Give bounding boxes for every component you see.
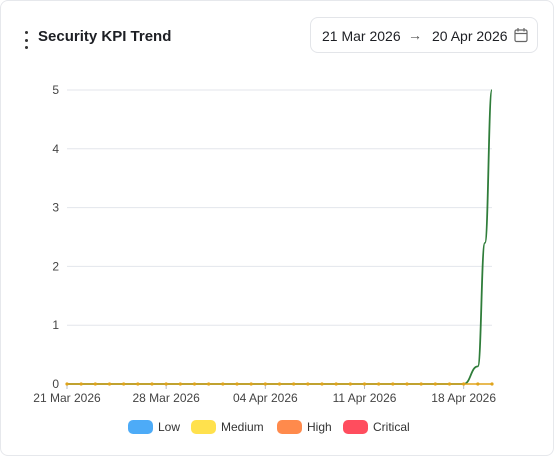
legend-item-low[interactable]: Low [128,419,180,435]
date-range-picker[interactable]: 21 Mar 2026 → 20 Apr 2026 [310,17,538,53]
series-point [476,382,480,386]
y-tick-label: 2 [52,259,59,273]
kpi-trend-chart: 0 1 2 3 4 5 21 Mar 2026 28 Mar 2026 04 Apr 2026 1… [33,83,496,405]
x-tick-label: 11 Apr 2026 [333,391,397,405]
series-point [433,382,437,386]
chart-legend: Low Medium High Critical [1,419,556,435]
series-point [462,382,466,386]
series-point [348,382,352,386]
series-point [419,382,423,386]
legend-label: Critical [373,420,410,434]
series-point [150,382,154,386]
series-point [207,382,211,386]
x-tick-label: 28 Mar 2026 [132,391,200,405]
series-point [490,382,494,386]
series-point [178,382,182,386]
series-point [405,382,409,386]
series-point [263,382,267,386]
legend-swatch [191,420,216,434]
series-point [79,382,83,386]
series-point [235,382,239,386]
more-options-icon[interactable] [20,31,32,49]
legend-item-high[interactable]: High [277,419,332,435]
date-range-end[interactable]: 20 Apr 2026 [432,28,508,44]
legend-swatch [343,420,368,434]
kebab-dot [24,46,28,49]
x-tick-label: 18 Apr 2026 [431,391,496,405]
legend-swatch [128,420,153,434]
legend-label: Medium [221,420,264,434]
legend-label: Low [158,420,181,434]
series-point [107,382,112,386]
y-tick-label: 0 [52,377,59,391]
series-point [93,382,97,386]
date-range-start[interactable]: 21 Mar 2026 [322,28,401,44]
calendar-icon[interactable] [514,27,528,43]
y-tick-label: 4 [52,142,59,156]
series-point [362,382,367,386]
series-point [136,382,140,386]
series-point [292,382,296,386]
legend-label: High [307,420,332,434]
legend-swatch [277,420,302,434]
series-point [192,382,197,386]
series-line [67,89,493,385]
series-point [164,382,168,386]
series-point [65,382,69,386]
series-point [122,382,126,386]
date-range-arrow: → [408,27,422,43]
series-point [320,382,324,386]
series-point [277,382,282,386]
series-point [249,382,253,386]
series-point [221,382,225,386]
x-tick-label: 21 Mar 2026 [33,391,101,405]
x-tick-label: 04 Apr 2026 [233,391,298,405]
kebab-dot [24,38,28,42]
y-tick-label: 3 [52,201,59,215]
y-tick-label: 1 [52,318,59,332]
series-point [391,382,395,386]
kebab-dot [24,31,28,34]
legend-item-critical[interactable]: Critical [343,419,410,435]
series-point [306,382,310,386]
y-tick-label: 5 [52,83,59,97]
legend-item-medium[interactable]: Medium [191,419,264,435]
series-point [377,382,381,386]
series-point [447,382,452,386]
widget-title: Security KPI Trend [38,28,172,45]
series-point [334,382,338,386]
